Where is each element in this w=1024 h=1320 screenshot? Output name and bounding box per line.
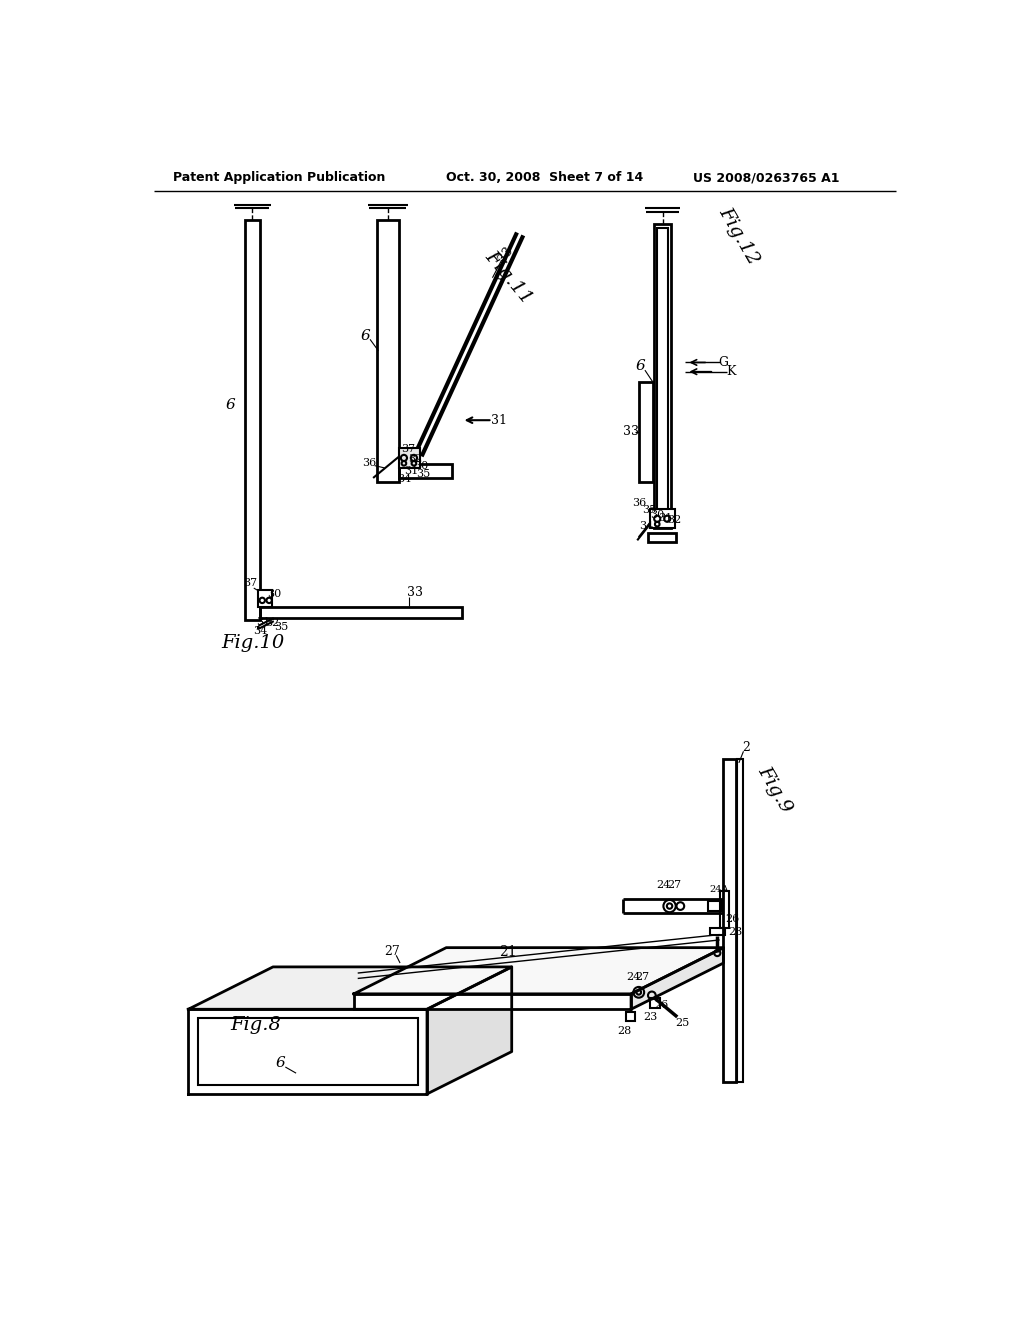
Text: 24: 24: [627, 972, 640, 982]
Text: 25: 25: [676, 1018, 690, 1028]
Text: 34: 34: [396, 474, 411, 483]
Text: Fig.12: Fig.12: [716, 203, 763, 267]
Bar: [398, 447, 420, 469]
Text: G: G: [719, 356, 728, 370]
Text: 30: 30: [650, 510, 665, 520]
Text: Fig.9: Fig.9: [755, 763, 796, 816]
Text: 21: 21: [499, 945, 517, 958]
Bar: [258, 590, 272, 607]
Text: 24A: 24A: [709, 886, 729, 895]
Text: 35: 35: [642, 506, 656, 515]
Text: 6: 6: [636, 359, 645, 374]
Bar: [737, 759, 743, 1082]
Bar: [260, 607, 462, 618]
Text: 6: 6: [360, 329, 371, 342]
Bar: [657, 227, 668, 524]
Bar: [650, 998, 659, 1007]
Polygon shape: [427, 966, 512, 1094]
Text: 37: 37: [400, 445, 415, 454]
Text: 32: 32: [667, 515, 681, 525]
Text: US 2008/0263765 A1: US 2008/0263765 A1: [692, 172, 839, 185]
Text: 36: 36: [362, 458, 377, 467]
Text: Oct. 30, 2008  Sheet 7 of 14: Oct. 30, 2008 Sheet 7 of 14: [446, 172, 643, 185]
Text: K: K: [726, 366, 736, 379]
Bar: [377, 220, 398, 482]
Text: 28: 28: [617, 1026, 631, 1036]
Text: Patent Application Publication: Patent Application Publication: [173, 172, 385, 185]
Text: 31: 31: [256, 616, 270, 627]
Text: 31: 31: [658, 513, 673, 523]
Bar: [626, 1011, 635, 1020]
Text: 31: 31: [404, 466, 419, 477]
Text: 32: 32: [265, 619, 280, 628]
Text: 33: 33: [623, 425, 639, 438]
Polygon shape: [354, 948, 724, 994]
Bar: [198, 1019, 418, 1085]
Text: 23: 23: [643, 1012, 657, 1022]
Text: 35: 35: [416, 469, 430, 479]
Bar: [724, 759, 736, 1082]
Bar: [648, 533, 676, 543]
Text: 34: 34: [639, 520, 653, 531]
Text: 33: 33: [496, 244, 515, 265]
Text: 27: 27: [636, 972, 649, 982]
Bar: [708, 900, 722, 911]
Polygon shape: [188, 1010, 427, 1094]
Polygon shape: [354, 994, 631, 1010]
Text: Fig.10: Fig.10: [221, 635, 285, 652]
Text: 27: 27: [667, 880, 681, 890]
Text: 6: 6: [225, 397, 236, 412]
Polygon shape: [631, 948, 724, 1010]
Bar: [650, 508, 675, 528]
Text: Fig.8: Fig.8: [230, 1015, 282, 1034]
Text: 36: 36: [632, 499, 646, 508]
Polygon shape: [188, 966, 512, 1010]
Text: 24: 24: [656, 880, 671, 890]
Bar: [245, 220, 260, 620]
Text: 32: 32: [409, 454, 423, 463]
Text: 26: 26: [726, 915, 739, 924]
Text: 30: 30: [415, 461, 429, 471]
Bar: [654, 224, 671, 528]
Text: 2: 2: [742, 741, 751, 754]
Bar: [398, 465, 453, 478]
Bar: [710, 928, 725, 935]
Text: 33: 33: [408, 586, 424, 599]
Text: 35: 35: [274, 622, 289, 631]
Text: 30: 30: [266, 589, 281, 599]
Text: 37: 37: [243, 578, 257, 589]
Text: 34: 34: [253, 626, 267, 636]
Bar: [720, 891, 729, 928]
Text: 23: 23: [728, 927, 742, 937]
Bar: [639, 381, 652, 482]
Text: Fig.11: Fig.11: [481, 248, 536, 308]
Text: 6: 6: [275, 1056, 286, 1071]
Text: 27: 27: [384, 945, 400, 958]
Text: 26: 26: [654, 1001, 669, 1010]
Text: 31: 31: [490, 413, 507, 426]
